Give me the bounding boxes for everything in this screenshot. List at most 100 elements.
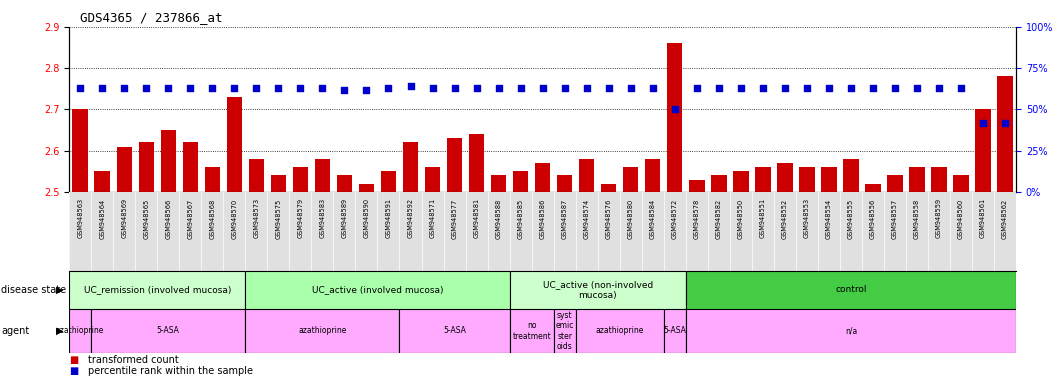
Bar bbox=[976, 109, 991, 192]
Text: GSM948553: GSM948553 bbox=[804, 198, 810, 238]
Text: GSM948551: GSM948551 bbox=[760, 198, 766, 238]
Point bbox=[909, 85, 926, 91]
Bar bbox=[686, 271, 1016, 309]
Bar bbox=[510, 309, 553, 353]
Text: GSM948577: GSM948577 bbox=[451, 198, 458, 238]
Text: UC_active (non-involved
mucosa): UC_active (non-involved mucosa) bbox=[543, 280, 653, 300]
Bar bbox=[953, 175, 968, 192]
Point bbox=[512, 85, 529, 91]
Text: GSM948584: GSM948584 bbox=[650, 198, 655, 238]
Text: azathioprine: azathioprine bbox=[298, 326, 347, 335]
Point bbox=[732, 85, 749, 91]
Point bbox=[270, 85, 287, 91]
Bar bbox=[777, 163, 793, 192]
Text: GSM948588: GSM948588 bbox=[496, 198, 501, 238]
Point bbox=[578, 85, 595, 91]
Bar bbox=[69, 271, 246, 309]
Text: GSM948565: GSM948565 bbox=[144, 198, 149, 238]
Text: GSM948562: GSM948562 bbox=[1002, 198, 1008, 238]
Text: GSM948585: GSM948585 bbox=[517, 198, 523, 238]
Text: GSM948587: GSM948587 bbox=[562, 198, 568, 238]
Text: GSM948555: GSM948555 bbox=[848, 198, 854, 238]
Point bbox=[711, 85, 728, 91]
Bar bbox=[92, 309, 246, 353]
Point bbox=[622, 85, 639, 91]
Point bbox=[644, 85, 661, 91]
Point bbox=[886, 85, 903, 91]
Text: GSM948578: GSM948578 bbox=[694, 198, 700, 238]
Text: GSM948575: GSM948575 bbox=[276, 198, 281, 238]
Point bbox=[336, 86, 353, 93]
Text: GSM948563: GSM948563 bbox=[78, 198, 83, 238]
Bar bbox=[315, 159, 330, 192]
Bar bbox=[72, 109, 88, 192]
Bar bbox=[579, 159, 595, 192]
Text: azathioprine: azathioprine bbox=[56, 326, 104, 335]
Bar bbox=[821, 167, 836, 192]
Point bbox=[666, 106, 683, 113]
Text: GSM948576: GSM948576 bbox=[605, 198, 612, 238]
Point bbox=[204, 85, 221, 91]
Point bbox=[248, 85, 265, 91]
Bar bbox=[513, 171, 529, 192]
Bar bbox=[755, 167, 770, 192]
Point bbox=[94, 85, 111, 91]
Point bbox=[314, 85, 331, 91]
Bar bbox=[667, 43, 682, 192]
Bar bbox=[138, 142, 154, 192]
Bar bbox=[399, 309, 510, 353]
Point bbox=[292, 85, 309, 91]
Text: GSM948572: GSM948572 bbox=[671, 198, 678, 238]
Point bbox=[226, 85, 243, 91]
Bar bbox=[844, 159, 859, 192]
Bar bbox=[865, 184, 881, 192]
Bar bbox=[711, 175, 727, 192]
Text: ▶: ▶ bbox=[56, 326, 64, 336]
Bar bbox=[249, 159, 264, 192]
Text: UC_active (involved mucosa): UC_active (involved mucosa) bbox=[312, 285, 444, 295]
Text: 5-ASA: 5-ASA bbox=[156, 326, 180, 335]
Text: GSM948564: GSM948564 bbox=[99, 198, 105, 238]
Text: GSM948556: GSM948556 bbox=[870, 198, 876, 238]
Text: UC_remission (involved mucosa): UC_remission (involved mucosa) bbox=[84, 285, 231, 295]
Text: GSM948591: GSM948591 bbox=[385, 198, 392, 238]
Text: GSM948583: GSM948583 bbox=[319, 198, 326, 238]
Text: GSM948558: GSM948558 bbox=[914, 198, 920, 238]
Text: GSM948552: GSM948552 bbox=[782, 198, 787, 238]
Bar bbox=[553, 309, 576, 353]
Text: GSM948557: GSM948557 bbox=[892, 198, 898, 238]
Bar bbox=[689, 180, 704, 192]
Bar bbox=[510, 271, 686, 309]
Bar bbox=[116, 147, 132, 192]
Text: GSM948582: GSM948582 bbox=[716, 198, 721, 238]
Text: control: control bbox=[835, 285, 867, 295]
Point bbox=[777, 85, 794, 91]
Bar bbox=[576, 309, 664, 353]
Text: ▶: ▶ bbox=[56, 285, 64, 295]
Text: n/a: n/a bbox=[845, 326, 858, 335]
Bar bbox=[469, 134, 484, 192]
Point bbox=[600, 85, 617, 91]
Point bbox=[402, 83, 419, 89]
Bar bbox=[336, 175, 352, 192]
Bar bbox=[246, 309, 399, 353]
Bar bbox=[447, 138, 462, 192]
Bar bbox=[997, 76, 1013, 192]
Text: agent: agent bbox=[1, 326, 30, 336]
Bar bbox=[686, 309, 1016, 353]
Text: GSM948579: GSM948579 bbox=[298, 198, 303, 238]
Text: GDS4365 / 237866_at: GDS4365 / 237866_at bbox=[80, 12, 222, 25]
Point bbox=[931, 85, 948, 91]
Text: GSM948574: GSM948574 bbox=[584, 198, 589, 238]
Text: GSM948581: GSM948581 bbox=[473, 198, 480, 238]
Text: ■: ■ bbox=[69, 355, 79, 365]
Point bbox=[182, 85, 199, 91]
Point bbox=[952, 85, 969, 91]
Text: GSM948569: GSM948569 bbox=[121, 198, 128, 238]
Bar bbox=[381, 171, 396, 192]
Bar bbox=[227, 97, 242, 192]
Text: GSM948586: GSM948586 bbox=[539, 198, 546, 238]
Bar bbox=[645, 159, 661, 192]
Text: GSM948570: GSM948570 bbox=[231, 198, 237, 238]
Bar bbox=[403, 142, 418, 192]
